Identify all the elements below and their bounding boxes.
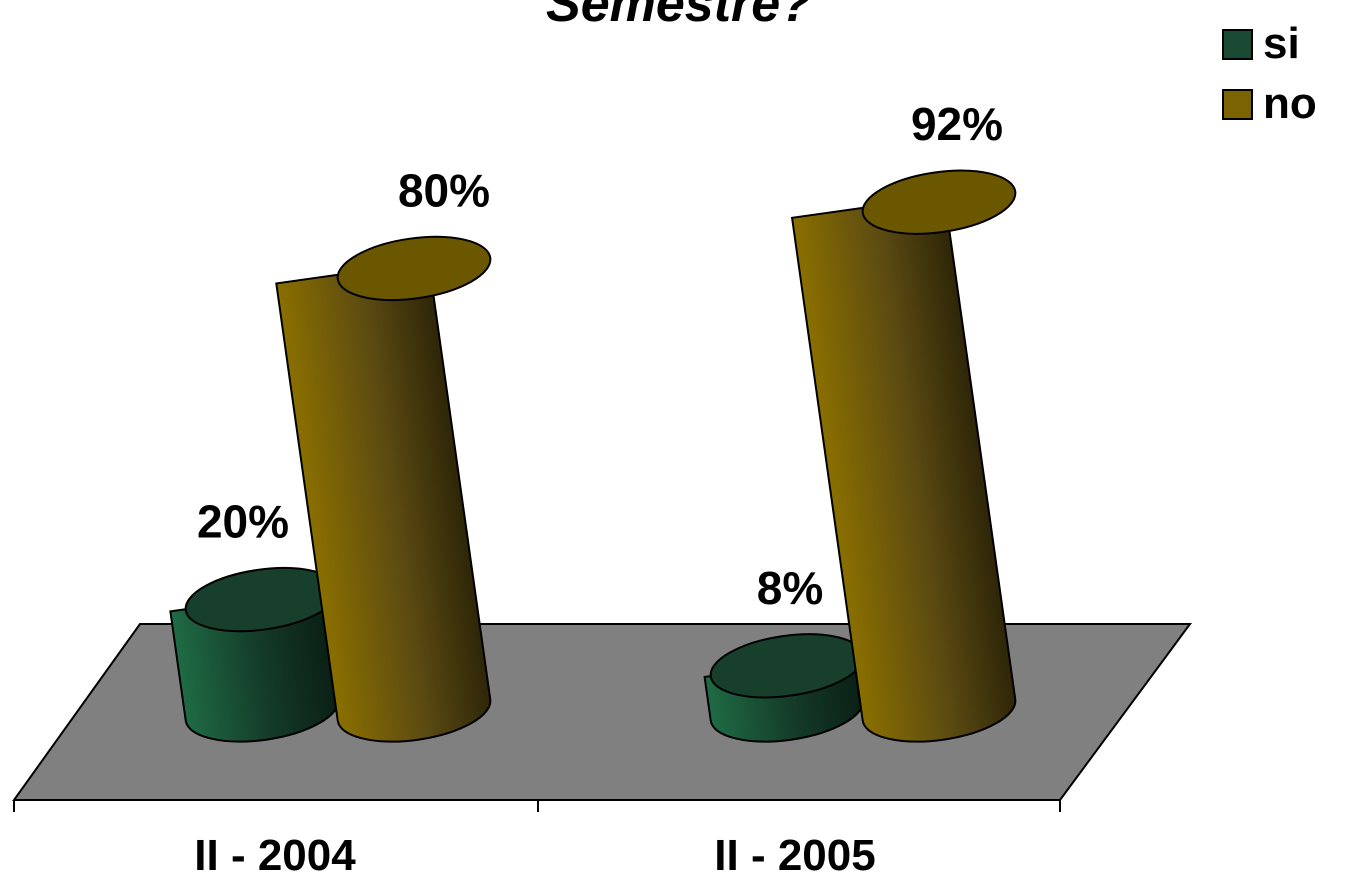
legend-item-no: no — [1222, 74, 1317, 134]
legend-item-si: si — [1222, 14, 1317, 74]
category-label-0: II - 2004 — [194, 831, 356, 875]
data-label-no-0: 80% — [398, 164, 490, 216]
bar-no-0 — [275, 235, 492, 743]
bar-no-1 — [790, 169, 1017, 743]
category-label-1: II - 2005 — [714, 831, 875, 875]
data-label-no-1: 92% — [911, 98, 1003, 150]
data-label-si-0: 20% — [197, 496, 289, 548]
legend-swatch-si — [1222, 28, 1253, 60]
bar-si-1 — [703, 633, 865, 743]
legend: si no — [1222, 14, 1317, 134]
legend-swatch-no — [1222, 88, 1253, 120]
bar-si-0 — [169, 567, 340, 743]
data-label-si-1: 8% — [757, 562, 823, 614]
legend-label-no: no — [1263, 79, 1317, 128]
legend-label-si: si — [1263, 19, 1300, 68]
chart-title: Semestre? — [546, 0, 812, 33]
